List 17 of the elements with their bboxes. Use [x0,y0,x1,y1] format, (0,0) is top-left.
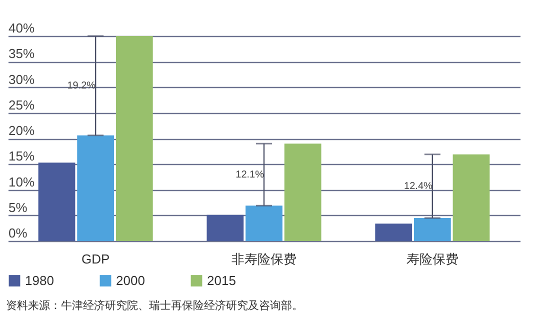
y-tick-label: 40% [8,20,35,36]
y-tick-label: 5% [8,200,28,215]
y-tick-label: 30% [8,72,35,87]
y-tick-label: 0% [8,226,28,240]
y-tick-label: 25% [8,97,35,112]
x-tick-label: 寿险保费 [406,252,458,266]
x-tick-label: 非寿险保费 [232,252,296,266]
legend-label: 1980 [25,272,54,288]
x-tick-label: GDP [81,252,110,266]
legend-label: 2000 [116,272,145,288]
annotation: 12.4% [404,181,433,192]
y-tick-label: 15% [8,148,35,164]
legend-label: 2015 [207,272,236,288]
y-tick-label: 20% [8,123,35,138]
text: 资料来源：牛津经济研究院、瑞士再保险经济研究及咨询部。 [6,299,303,312]
y-tick-label: 35% [8,46,35,62]
y-tick-label: 10% [8,174,35,190]
